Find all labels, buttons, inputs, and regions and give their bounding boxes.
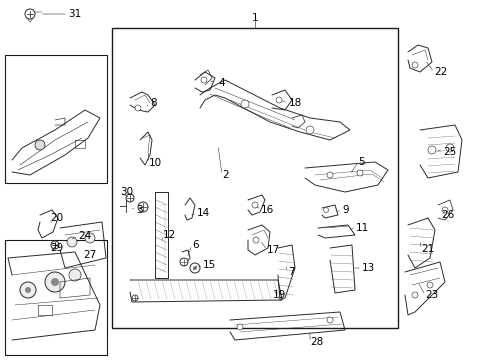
Circle shape <box>326 172 332 178</box>
Circle shape <box>275 97 282 103</box>
Circle shape <box>237 324 243 330</box>
Circle shape <box>411 62 417 68</box>
Text: 8: 8 <box>150 98 156 108</box>
Text: 11: 11 <box>355 223 368 233</box>
Text: 29: 29 <box>50 243 63 253</box>
Bar <box>112 28 397 328</box>
Text: 4: 4 <box>218 78 224 88</box>
Circle shape <box>241 100 248 108</box>
Circle shape <box>85 233 95 243</box>
Circle shape <box>441 207 447 213</box>
Circle shape <box>426 282 432 288</box>
Circle shape <box>193 266 197 270</box>
Circle shape <box>411 292 417 298</box>
Text: 30: 30 <box>120 187 133 197</box>
Circle shape <box>135 105 141 111</box>
Text: 2: 2 <box>222 170 228 180</box>
Circle shape <box>180 258 187 266</box>
Circle shape <box>69 269 81 281</box>
Text: 26: 26 <box>440 210 453 220</box>
Text: 14: 14 <box>197 208 210 218</box>
Text: 23: 23 <box>424 290 437 300</box>
Circle shape <box>445 144 453 152</box>
Circle shape <box>356 170 362 176</box>
Text: 15: 15 <box>203 260 216 270</box>
Circle shape <box>305 126 313 134</box>
Text: 3: 3 <box>136 205 142 215</box>
Circle shape <box>323 207 328 212</box>
Circle shape <box>67 237 77 247</box>
Text: 18: 18 <box>288 98 302 108</box>
Circle shape <box>201 77 206 83</box>
Text: 12: 12 <box>163 230 176 240</box>
Circle shape <box>51 241 59 249</box>
Text: 17: 17 <box>266 245 280 255</box>
Text: 10: 10 <box>149 158 162 168</box>
Text: 5: 5 <box>357 157 364 167</box>
Circle shape <box>138 202 148 212</box>
Bar <box>5 55 107 183</box>
Circle shape <box>20 282 36 298</box>
Text: 24: 24 <box>78 231 91 241</box>
Text: 16: 16 <box>261 205 274 215</box>
Bar <box>5 240 107 355</box>
Text: 27: 27 <box>83 250 96 260</box>
Circle shape <box>51 278 59 286</box>
Text: 20: 20 <box>50 213 63 223</box>
Text: 28: 28 <box>309 337 323 347</box>
Text: 22: 22 <box>433 67 447 77</box>
Text: 1: 1 <box>251 13 258 23</box>
Circle shape <box>190 263 200 273</box>
Circle shape <box>126 194 134 202</box>
Text: 19: 19 <box>272 290 285 300</box>
Circle shape <box>427 146 435 154</box>
Circle shape <box>326 317 332 323</box>
Text: 13: 13 <box>361 263 374 273</box>
Circle shape <box>251 202 258 208</box>
Text: 31: 31 <box>68 9 81 19</box>
Circle shape <box>45 272 65 292</box>
Circle shape <box>25 287 31 293</box>
Text: 21: 21 <box>420 244 433 254</box>
Circle shape <box>132 295 138 301</box>
Text: 7: 7 <box>287 267 294 277</box>
Circle shape <box>252 237 259 243</box>
Text: 6: 6 <box>192 240 198 250</box>
Circle shape <box>25 9 35 19</box>
Text: 25: 25 <box>442 147 455 157</box>
Circle shape <box>35 140 45 150</box>
Text: 9: 9 <box>341 205 348 215</box>
